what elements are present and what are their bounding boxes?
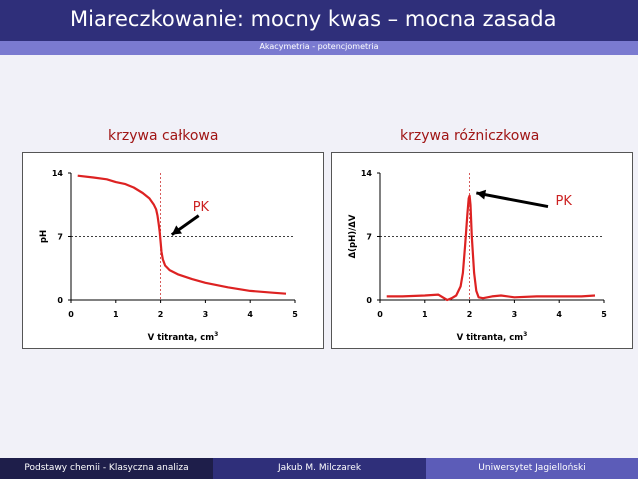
x-tick-label: 4	[556, 310, 562, 319]
y-tick-label: 14	[52, 169, 64, 178]
x-tick-label: 0	[68, 310, 74, 319]
x-axis-label: V titranta, cm3	[457, 331, 528, 343]
x-tick-label: 3	[203, 310, 209, 319]
differential-chart-panel: 0 7 14 0 1 2 3 4 5 V titranta, cm3 Δ(pH)/ΔV PK	[331, 152, 633, 349]
x-tick-label: 0	[377, 310, 383, 319]
x-tick-label: 4	[247, 310, 253, 319]
footer-course: Podstawy chemii - Klasyczna analiza	[0, 458, 213, 479]
footer-author: Jakub M. Milczarek	[213, 458, 426, 479]
x-tick-label: 3	[512, 310, 518, 319]
footer: Podstawy chemii - Klasyczna analiza Jaku…	[0, 458, 638, 479]
integral-curve-heading: krzywa całkowa	[108, 128, 219, 144]
slide-title: Miareczkowanie: mocny kwas – mocna zasad…	[70, 7, 557, 31]
x-tick-label: 5	[292, 310, 298, 319]
pk-arrow-head	[476, 189, 487, 200]
footer-university: Uniwersytet Jagielloński	[426, 458, 638, 479]
differential-curve-heading: krzywa różniczkowa	[400, 128, 540, 144]
title-bar: Miareczkowanie: mocny kwas – mocna zasad…	[0, 0, 638, 41]
x-tick-label: 1	[113, 310, 119, 319]
differential-chart: 0 7 14 0 1 2 3 4 5 V titranta, cm3 Δ(pH)/ΔV PK	[348, 169, 607, 343]
pk-annotation: PK	[555, 194, 572, 209]
x-tick-label: 5	[601, 310, 607, 319]
pk-annotation: PK	[193, 200, 210, 215]
y-tick-label: 7	[57, 233, 63, 242]
y-tick-label: 0	[366, 296, 372, 305]
y-axis-label: Δ(pH)/ΔV	[348, 214, 358, 258]
x-tick-label: 1	[422, 310, 428, 319]
series-line	[386, 194, 596, 302]
subtitle-bar: Akacymetria - potencjometria	[0, 41, 638, 55]
slide-subtitle: Akacymetria - potencjometria	[259, 42, 379, 51]
y-tick-label: 14	[361, 169, 373, 178]
y-tick-label: 0	[57, 296, 63, 305]
pk-arrow-head	[171, 225, 183, 235]
series-line	[77, 174, 287, 295]
x-tick-label: 2	[158, 310, 164, 319]
x-axis-label: V titranta, cm3	[148, 331, 219, 343]
x-tick-label: 2	[467, 310, 473, 319]
integral-chart: 0 7 14 0 1 2 3 4 5 V titranta, cm3 pH PK	[39, 169, 298, 343]
y-tick-label: 7	[366, 233, 372, 242]
pk-arrow-shaft	[476, 191, 549, 209]
y-axis-label: pH	[39, 230, 49, 243]
integral-chart-panel: 0 7 14 0 1 2 3 4 5 V titranta, cm3 pH PK	[22, 152, 324, 349]
